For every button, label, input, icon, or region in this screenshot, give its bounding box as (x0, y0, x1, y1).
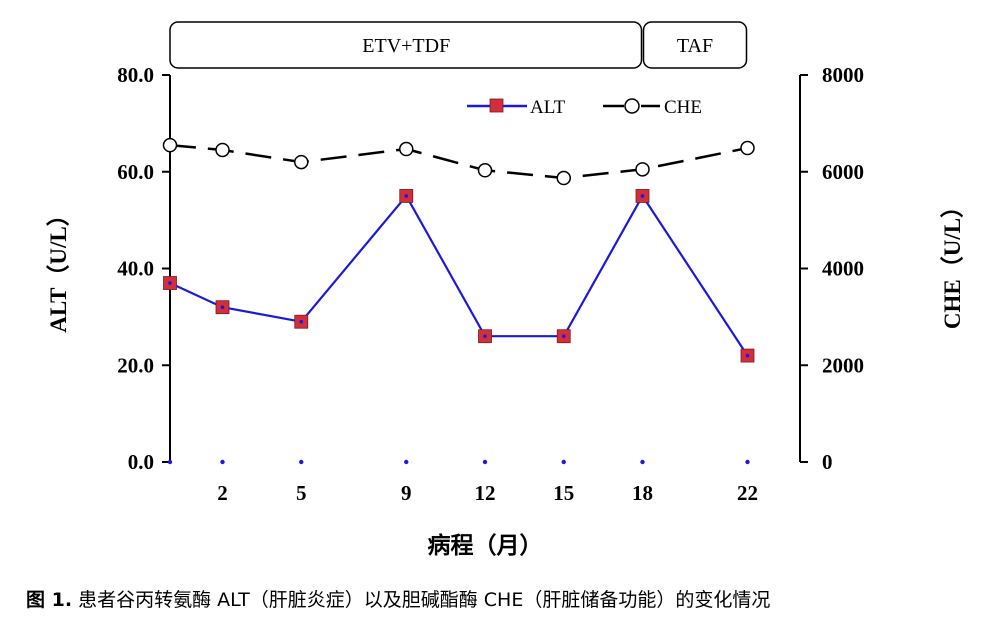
x-baseline-dot (482, 459, 488, 465)
caption-label: 图 1. (26, 589, 72, 611)
left-y-tick-label: 40.0 (117, 257, 154, 281)
right-y-tick-label: 0 (822, 450, 833, 474)
left-y-axis-title: ALT（U/L） (45, 203, 71, 333)
axes (169, 75, 801, 462)
x-tick-label: 5 (296, 481, 307, 505)
right-y-axis-title: CHE（U/L） (939, 195, 965, 329)
data-point-center-alt (561, 334, 566, 339)
data-point-center-alt (404, 194, 409, 198)
x-baseline-dot (561, 459, 566, 465)
data-point-che (477, 163, 493, 178)
x-tick-label: 15 (553, 481, 574, 505)
data-point-center-alt (483, 334, 487, 339)
x-tick-label: 18 (632, 481, 653, 505)
x-baseline-dot (220, 459, 225, 465)
x-tick-label: 12 (475, 481, 496, 505)
data-point-che (294, 154, 309, 170)
x-tick-label: 22 (737, 481, 758, 505)
series (162, 137, 755, 363)
x-tick-label: 9 (401, 481, 412, 505)
left-y-tick-label: 0.0 (128, 450, 154, 474)
phase-bar (169, 21, 643, 69)
legend: ALT CHE (467, 97, 702, 118)
data-point-che (399, 141, 414, 157)
legend-che-marker (624, 98, 640, 114)
figure-caption: 图 1. 患者谷丙转氨酶 ALT（肝脏炎症）以及胆碱酯酶 CHE（肝脏储备功能）… (26, 589, 770, 611)
data-point-che (740, 140, 755, 156)
x-axis-title: 病程（月） (428, 532, 543, 558)
right-y-tick-label: 4000 (822, 257, 864, 281)
right-y-tick-label: 8000 (822, 63, 864, 87)
phase-label: TAF (677, 35, 713, 57)
data-point-che (162, 137, 178, 153)
x-baseline-dot (167, 459, 173, 465)
x-baseline-dot (745, 459, 750, 465)
data-point-che (556, 170, 571, 186)
x-baseline-dot (640, 459, 645, 465)
left-y-tick-label: 80.0 (117, 63, 154, 87)
data-point-center-alt (168, 281, 172, 285)
caption-body: 患者谷丙转氨酶 ALT（肝脏炎症）以及胆碱酯酶 CHE（肝脏储备功能）的变化情况 (78, 589, 770, 611)
data-point-center-alt (640, 194, 645, 198)
series-line-alt (169, 193, 749, 357)
data-point-center-alt (220, 305, 225, 310)
phase-bar (642, 21, 748, 69)
x-tick-label: 2 (217, 481, 228, 505)
phase-bars: ETV+TDF TAF (169, 21, 748, 69)
right-y-tick-label: 2000 (822, 353, 864, 377)
left-y-tick-label: 20.0 (117, 353, 154, 377)
x-baseline-dot (299, 459, 304, 465)
data-point-center-alt (299, 319, 304, 324)
x-baseline-dot (404, 459, 409, 465)
legend-alt-label: ALT (530, 97, 566, 118)
left-y-tick-label: 60.0 (117, 160, 154, 184)
axis-ticks: 0.0 20.0 40.0 60.0 80.0 0 2000 4000 6000 8000 2 5 9 1… (117, 63, 864, 505)
legend-alt-marker (489, 98, 504, 113)
data-point-che (215, 142, 230, 158)
legend-che-label: CHE (664, 97, 702, 118)
series-line-che (169, 143, 748, 180)
data-point-che (635, 162, 650, 177)
phase-label: ETV+TDF (362, 35, 450, 57)
data-point-center-alt (745, 353, 750, 358)
right-y-tick-label: 6000 (822, 160, 864, 184)
